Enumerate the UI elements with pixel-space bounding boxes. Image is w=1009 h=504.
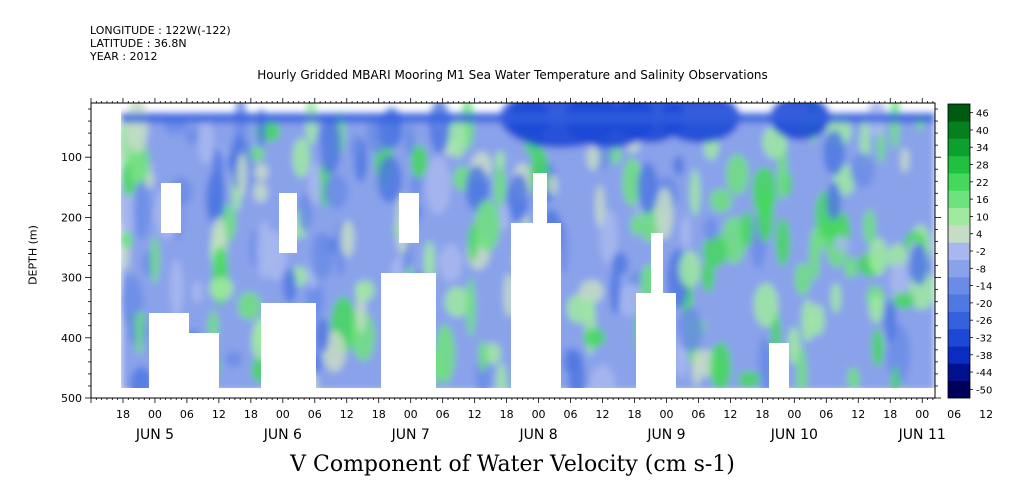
colorbar-label: 28 [976, 161, 989, 172]
x-hour-label: 00 [148, 408, 162, 421]
x-hour-label: 06 [564, 408, 578, 421]
x-hour-label: 06 [947, 408, 961, 421]
x-day-label: JUN 7 [391, 427, 430, 443]
x-hour-label: 00 [787, 408, 801, 421]
colorbar-swatch [948, 276, 970, 295]
x-day-label: JUN 11 [898, 427, 946, 443]
longitude-label: LONGITUDE : 122W(-122) [90, 24, 231, 37]
x-hour-label: 00 [659, 408, 673, 421]
x-hour-label: 18 [372, 408, 386, 421]
colorbar-swatch [948, 242, 970, 260]
colorbar-swatch [948, 380, 970, 399]
y-tick-label: 400 [61, 332, 82, 345]
colorbar-swatch [948, 190, 970, 209]
colorbar-swatch [948, 294, 970, 312]
colorbar-swatch [948, 259, 970, 278]
x-axis-ticks: 18 00 06 12 18 00 06 12 18 00 06 12 18 00 06 12 18 00 06 12… [90, 98, 993, 443]
colorbar-swatch [948, 207, 970, 226]
colorbar-swatch [948, 121, 970, 139]
colorbar-label: -32 [976, 333, 992, 344]
x-hour-label: 12 [468, 408, 482, 421]
colorbar-swatch [948, 225, 970, 243]
colorbar-swatch [948, 155, 970, 174]
x-hour-label: 18 [500, 408, 514, 421]
colorbar-label: 34 [976, 143, 989, 154]
x-hour-label: 12 [851, 408, 865, 421]
x-hour-label: 18 [627, 408, 641, 421]
x-day-label: JUN 8 [518, 427, 557, 443]
x-day-label: JUN 10 [770, 427, 818, 443]
x-hour-label: 18 [244, 408, 258, 421]
colorbar-swatch [948, 328, 970, 347]
colorbar-label: -20 [976, 299, 992, 310]
x-hour-label: 00 [276, 408, 290, 421]
x-hour-label: 18 [755, 408, 769, 421]
x-hour-label: 18 [116, 408, 130, 421]
x-hour-label: 00 [532, 408, 546, 421]
colorbar-label: 16 [976, 195, 989, 206]
colorbar-label: -2 [976, 247, 986, 258]
x-hour-label: 00 [404, 408, 418, 421]
colorbar-swatch [948, 138, 970, 157]
chart-title: Hourly Gridded MBARI Mooring M1 Sea Wate… [257, 68, 768, 82]
colorbar-swatch [948, 363, 970, 382]
x-axis-label: V Component of Water Velocity (cm s-1) [290, 452, 735, 477]
y-tick-label: 500 [61, 392, 82, 405]
heatmap-field [91, 103, 935, 398]
latitude-label: LATITUDE : 36.8N [90, 37, 187, 50]
y-tick-label: 200 [61, 211, 82, 224]
colorbar-swatch [948, 104, 970, 122]
colorbar-swatch [948, 173, 970, 191]
y-tick-label: 300 [61, 272, 82, 285]
colorbar-label: -44 [976, 368, 992, 379]
x-day-label: JUN 6 [263, 427, 302, 443]
colorbar-label: -14 [976, 282, 992, 293]
colorbar: 46 40 34 28 22 16 10 4 -2 -8 -14 -20 -26 -32 -38 -44 -50 [947, 103, 992, 399]
colorbar-label: 4 [976, 230, 982, 241]
colorbar-label: 10 [976, 212, 989, 223]
colorbar-label: 22 [976, 178, 989, 189]
x-hour-label: 12 [212, 408, 226, 421]
x-hour-label: 12 [340, 408, 354, 421]
colorbar-label: -26 [976, 316, 992, 327]
x-hour-label: 06 [180, 408, 194, 421]
colorbar-label: 40 [976, 126, 989, 137]
x-hour-label: 06 [819, 408, 833, 421]
year-label: YEAR : 2012 [90, 50, 158, 63]
x-hour-label: 12 [979, 408, 993, 421]
x-hour-label: 18 [883, 408, 897, 421]
x-day-label: JUN 9 [646, 427, 685, 443]
x-hour-label: 12 [596, 408, 610, 421]
colorbar-label: 46 [976, 109, 989, 120]
x-hour-label: 12 [723, 408, 737, 421]
colorbar-label: -38 [976, 351, 992, 362]
x-hour-label: 00 [915, 408, 929, 421]
colorbar-swatch [948, 346, 970, 364]
plot-frame [90, 102, 936, 399]
y-axis-ticks: 100 200 300 400 500 [61, 108, 941, 405]
x-hour-label: 06 [691, 408, 705, 421]
colorbar-label: -50 [976, 385, 992, 396]
colorbar-label: -8 [976, 264, 986, 275]
x-hour-label: 06 [436, 408, 450, 421]
colorbar-swatch [948, 311, 970, 330]
y-tick-label: 100 [61, 151, 82, 164]
x-hour-label: 06 [308, 408, 322, 421]
x-day-label: JUN 5 [135, 427, 174, 443]
